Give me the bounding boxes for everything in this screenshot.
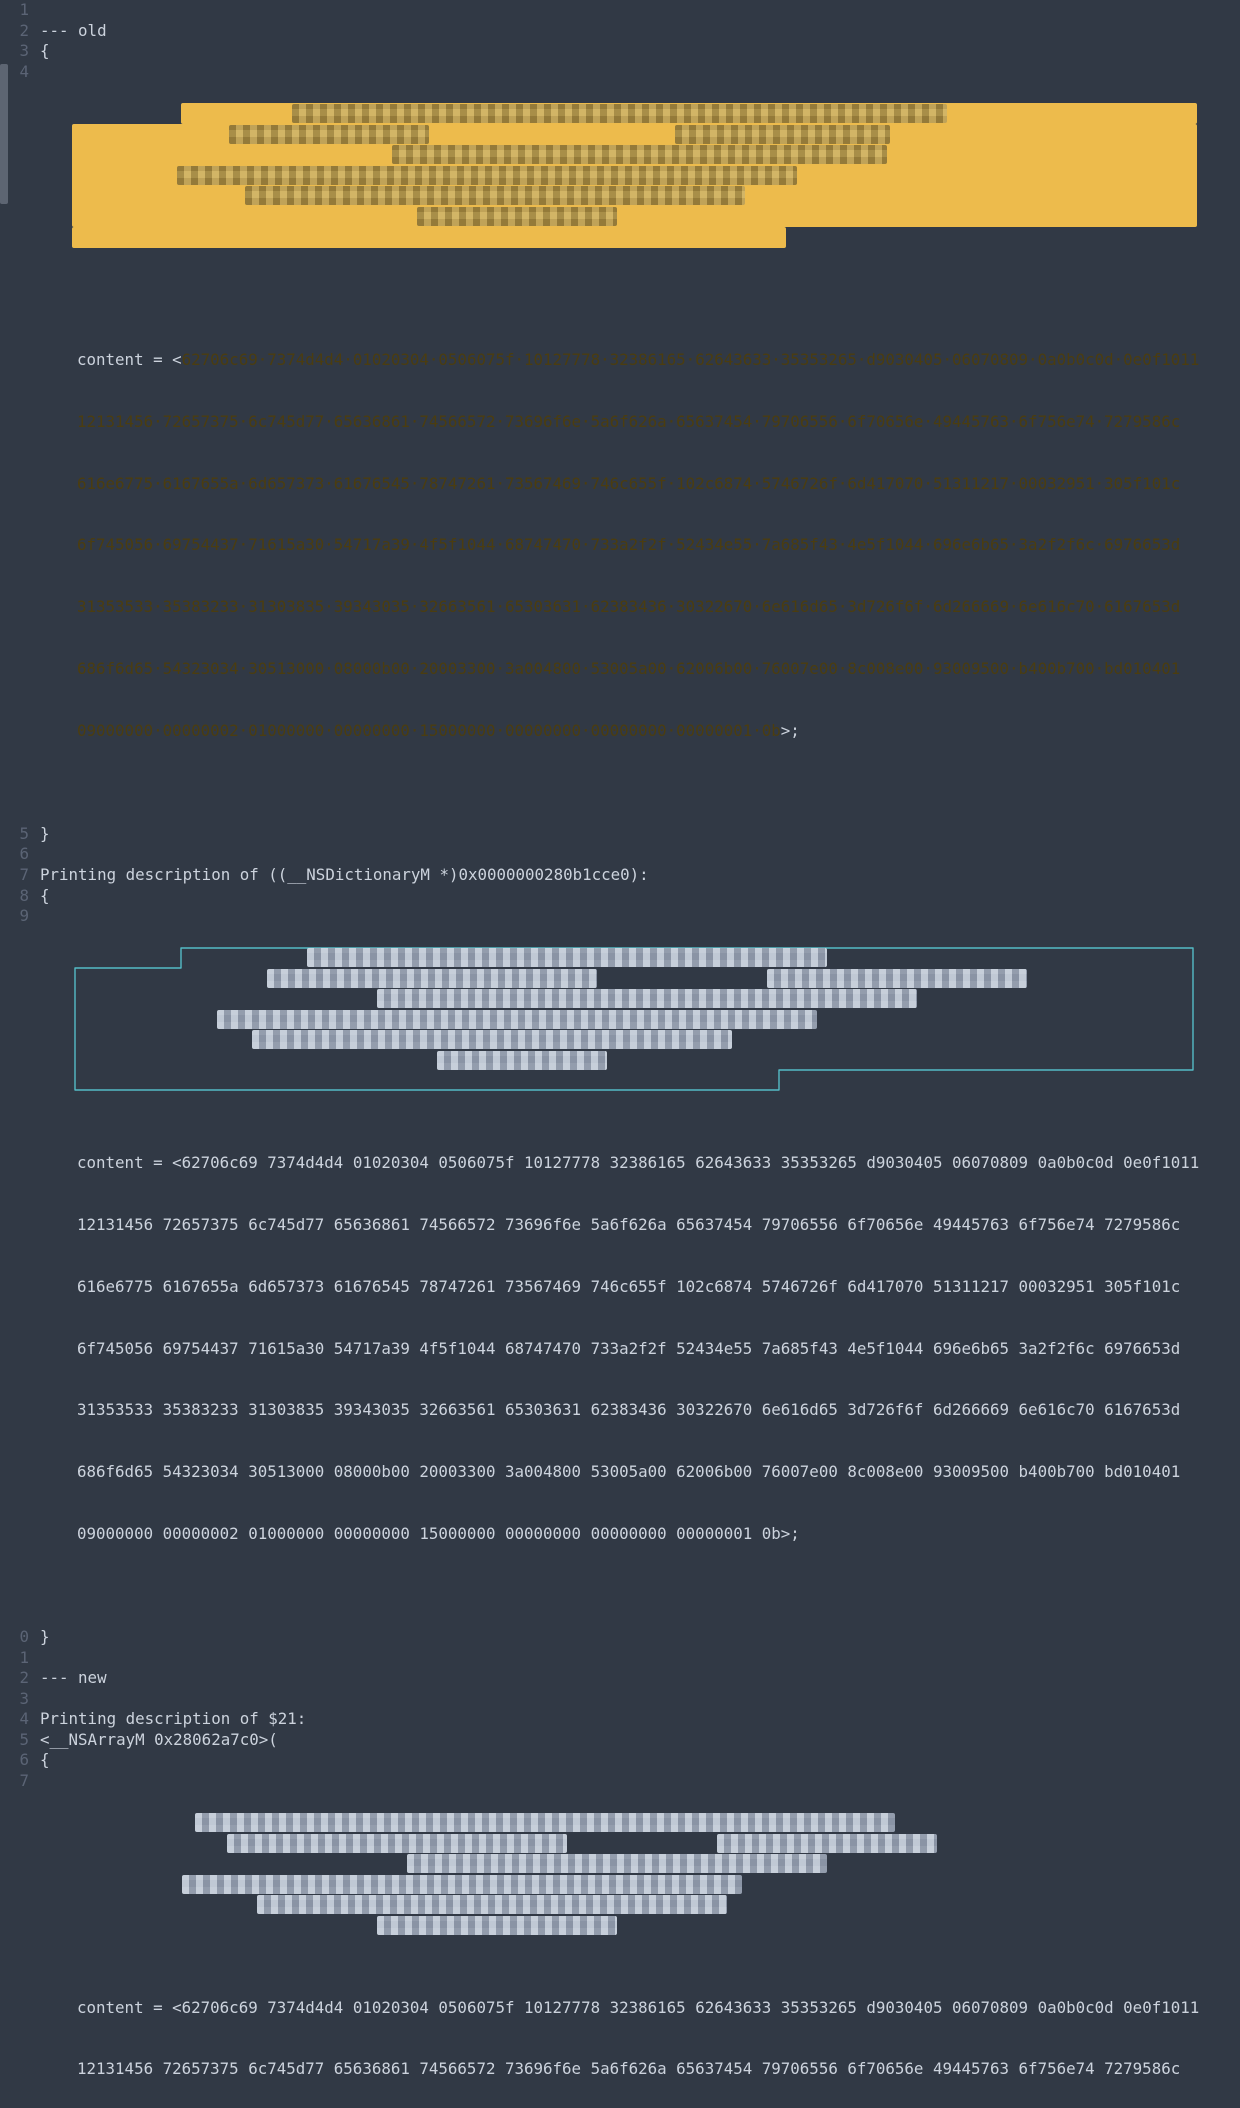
hex-prefix: content = < [77,350,182,370]
code-line: 1 [0,0,1240,21]
line-number: 6 [19,1750,29,1770]
redaction-mosaic [717,1834,937,1854]
code-line: 3 { [0,41,1240,62]
line-number: 5 [19,823,29,843]
nsarray-header[interactable]: <__NSArrayM 0x28062a7c0>( [40,1729,278,1749]
code-text[interactable]: } [40,1626,50,1646]
redaction-mosaic [407,1854,827,1874]
redaction-mosaic [182,1875,742,1895]
line-number: 4 [19,1709,29,1729]
line-number: 0 [19,1626,29,1646]
code-line: 2 --- old [0,21,1240,42]
hex-suffix: >; [780,720,800,740]
line-number: 9 [19,906,29,926]
redaction-mosaic [392,144,887,164]
redaction-mosaic [227,1834,567,1854]
lldb-print-description[interactable]: Printing description of $21: [40,1709,307,1729]
redaction-mosaic [217,1010,817,1030]
redaction-mosaic [177,165,797,185]
redaction-mosaic [675,124,890,144]
hex-bytes: 62706c69 7374d4d4 01020304 0506075f 1012… [181,1997,1200,2017]
hex-bytes: 31353533·35383233·31303835·39343035·3266… [77,597,1181,617]
code-line: 1 [0,1648,1240,1669]
redaction-mosaic [257,1895,727,1915]
line-number: 2 [19,20,29,40]
hex-bytes: 12131456 72657375 6c745d77 65636861 7456… [77,1215,1181,1235]
line-number: 1 [19,1647,29,1667]
code-line: 7 Printing description of ((__NSDictiona… [0,865,1240,886]
code-text[interactable]: { [40,1750,50,1770]
hex-bytes: 62706c69·7374d4d4·01020304·0506075f·1012… [181,350,1200,370]
line-number: 1 [19,0,29,19]
redaction-mosaic [417,206,617,226]
hex-bytes: 12131456·72657375·6c745d77·65636861·7456… [77,411,1181,431]
hex-bytes: 09000000·00000002·01000000·00000000·1500… [77,720,781,740]
hex-dump-line: 7 content = <62706c69 7374d4d4 01020304 … [0,1771,1240,2108]
redaction-mosaic [377,989,917,1009]
selection-fill [72,226,786,248]
hex-bytes: 62706c69 7374d4d4 01020304 0506075f 1012… [181,1153,1200,1173]
find-match-current[interactable]: content = <62706c69·7374d4d4·01020304·05… [72,102,1199,783]
line-number: 3 [19,41,29,61]
hex-bytes: 6f745056 69754437 71615a30 54717a39 4f5f… [77,1338,1181,1358]
code-line: 4 Printing description of $21: [0,1709,1240,1730]
hex-bytes: 686f6d65·54323034·30513000·08000b00·2000… [77,659,1181,678]
diff-marker-old[interactable]: --- old [40,20,107,40]
redaction-mosaic [307,948,827,968]
code-text[interactable]: { [40,41,50,61]
code-line: 5 <__NSArrayM 0x28062a7c0>( [0,1730,1240,1751]
redaction-mosaic [267,969,597,989]
hex-suffix: >; [780,1523,800,1543]
hex-bytes: 616e6775·6167655a·6d657373·61676545·7874… [77,473,1181,493]
redaction-mosaic [252,1030,732,1050]
gutter-selection-marker [0,63,8,204]
hex-bytes: 09000000 00000002 01000000 00000000 1500… [77,1523,781,1543]
code-line: 5 } [0,824,1240,845]
redaction-mosaic [229,124,429,144]
redaction-mosaic [195,1813,895,1833]
hex-dump-line: 4 content = <62706c69·7374d4d4·01020304·… [0,62,1240,824]
code-line: 6 { [0,1750,1240,1771]
code-line: 6 [0,844,1240,865]
diff-marker-new[interactable]: --- new [40,1668,107,1688]
hex-bytes: 31353533 35383233 31303835 39343035 3266… [77,1400,1181,1420]
redaction-mosaic [437,1051,607,1071]
hex-prefix: content = < [77,1153,182,1173]
lldb-print-description[interactable]: Printing description of ((__NSDictionary… [40,864,649,884]
hex-dump-line: 9 content = <62706c69 7374d4d4 01020304 … [0,906,1240,1627]
code-text: content = <62706c69 7374d4d4 01020304 05… [40,906,1199,1627]
line-number: 3 [19,1688,29,1708]
redaction-mosaic [245,185,745,205]
line-number: 2 [19,1668,29,1688]
hex-bytes: 686f6d65 54323034 30513000 08000b00 2000… [77,1462,1181,1482]
code-line: 8 { [0,886,1240,907]
hex-bytes: 12131456 72657375 6c745d77 65636861 7456… [77,2059,1181,2079]
line-number: 8 [19,885,29,905]
code-text: content = <62706c69·7374d4d4·01020304·05… [40,62,1199,824]
code-line: 2 --- new [0,1668,1240,1689]
hex-bytes: 616e6775 6167655a 6d657373 61676545 7874… [77,1276,1181,1296]
redaction-mosaic [292,103,947,123]
find-match[interactable]: content = <62706c69 7374d4d4 01020304 05… [74,947,1199,1585]
hex-prefix: content = < [77,1997,182,2017]
code-text[interactable]: } [40,823,50,843]
line-number: 6 [19,844,29,864]
hex-dump[interactable]: content = <62706c69 7374d4d4 01020304 05… [77,1812,1199,2108]
line-number: 7 [19,1771,29,1791]
line-number: 7 [19,864,29,884]
code-line: 3 [0,1689,1240,1710]
code-text[interactable]: { [40,885,50,905]
code-line: 0 } [0,1627,1240,1648]
line-number: 5 [19,1729,29,1749]
redaction-mosaic [767,969,1027,989]
line-number: 4 [19,61,29,81]
hex-bytes: 6f745056·69754437·71615a30·54717a39·4f5f… [77,535,1181,555]
code-text: content = <62706c69 7374d4d4 01020304 05… [40,1771,1199,2108]
redaction-mosaic [377,1916,617,1936]
